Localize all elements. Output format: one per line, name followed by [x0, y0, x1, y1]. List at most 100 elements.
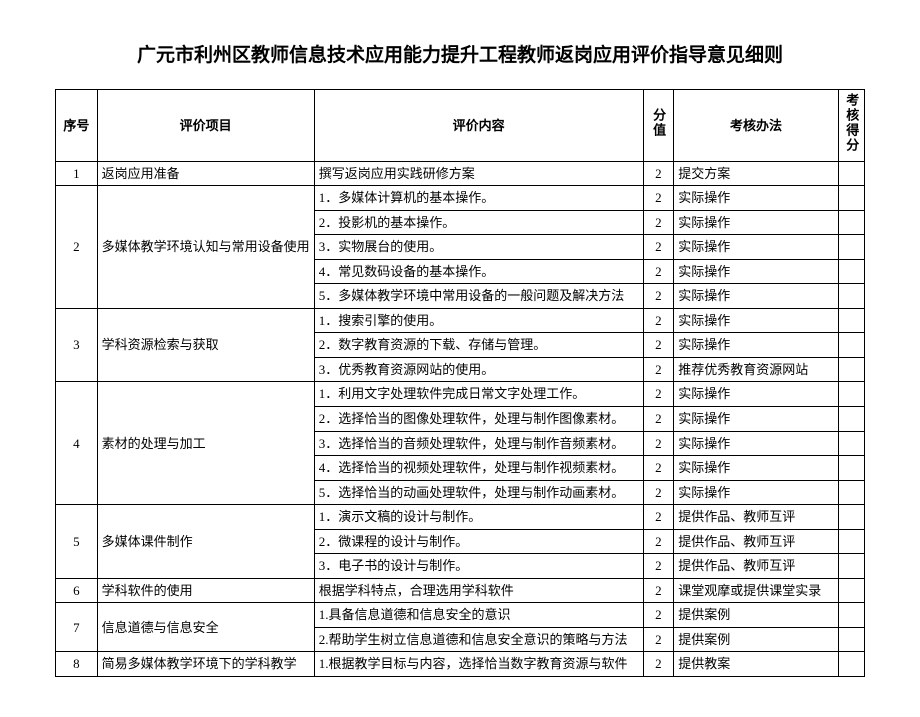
cell-score: 2	[643, 357, 674, 382]
cell-content: 5．选择恰当的动画处理软件，处理与制作动画素材。	[314, 480, 643, 505]
cell-content: 3．优秀教育资源网站的使用。	[314, 357, 643, 382]
col-seq-header: 序号	[56, 90, 98, 162]
cell-content: 3．选择恰当的音频处理软件，处理与制作音频素材。	[314, 431, 643, 456]
table-row: 2多媒体教学环境认知与常用设备使用1．多媒体计算机的基本操作。2实际操作	[56, 186, 865, 211]
col-item-header: 评价项目	[97, 90, 314, 162]
cell-seq: 1	[56, 161, 98, 186]
cell-item: 多媒体课件制作	[97, 505, 314, 579]
cell-method: 提供案例	[674, 627, 838, 652]
cell-method: 实际操作	[674, 210, 838, 235]
col-result-header: 考核得分	[838, 90, 864, 162]
col-method-header: 考核办法	[674, 90, 838, 162]
cell-item: 返岗应用准备	[97, 161, 314, 186]
cell-result	[838, 407, 864, 432]
cell-method: 实际操作	[674, 259, 838, 284]
cell-result	[838, 382, 864, 407]
cell-method: 提供案例	[674, 603, 838, 628]
cell-score: 2	[643, 652, 674, 677]
cell-score: 2	[643, 529, 674, 554]
cell-score: 2	[643, 284, 674, 309]
table-row: 4素材的处理与加工1．利用文字处理软件完成日常文字处理工作。2实际操作	[56, 382, 865, 407]
cell-method: 实际操作	[674, 480, 838, 505]
cell-score: 2	[643, 505, 674, 530]
cell-item: 简易多媒体教学环境下的学科教学	[97, 652, 314, 677]
cell-seq: 4	[56, 382, 98, 505]
cell-result	[838, 357, 864, 382]
cell-score: 2	[643, 578, 674, 603]
cell-item: 素材的处理与加工	[97, 382, 314, 505]
table-row: 5多媒体课件制作1．演示文稿的设计与制作。2提供作品、教师互评	[56, 505, 865, 530]
cell-content: 4．常见数码设备的基本操作。	[314, 259, 643, 284]
cell-score: 2	[643, 431, 674, 456]
table-row: 1返岗应用准备撰写返岗应用实践研修方案2提交方案	[56, 161, 865, 186]
cell-result	[838, 259, 864, 284]
cell-score: 2	[643, 627, 674, 652]
cell-result	[838, 186, 864, 211]
cell-result	[838, 161, 864, 186]
cell-result	[838, 480, 864, 505]
cell-method: 提供教案	[674, 652, 838, 677]
cell-method: 提供作品、教师互评	[674, 505, 838, 530]
cell-score: 2	[643, 308, 674, 333]
cell-method: 实际操作	[674, 407, 838, 432]
cell-score: 2	[643, 554, 674, 579]
cell-seq: 7	[56, 603, 98, 652]
cell-content: 2．选择恰当的图像处理软件，处理与制作图像素材。	[314, 407, 643, 432]
cell-item: 多媒体教学环境认知与常用设备使用	[97, 186, 314, 309]
cell-content: 2．微课程的设计与制作。	[314, 529, 643, 554]
cell-content: 1.根据教学目标与内容，选择恰当数字教育资源与软件	[314, 652, 643, 677]
cell-item: 学科软件的使用	[97, 578, 314, 603]
cell-result	[838, 627, 864, 652]
cell-content: 2．数字教育资源的下载、存储与管理。	[314, 333, 643, 358]
cell-method: 提供作品、教师互评	[674, 529, 838, 554]
cell-score: 2	[643, 480, 674, 505]
cell-score: 2	[643, 186, 674, 211]
cell-result	[838, 529, 864, 554]
cell-result	[838, 578, 864, 603]
cell-score: 2	[643, 407, 674, 432]
cell-item: 信息道德与信息安全	[97, 603, 314, 652]
cell-result	[838, 210, 864, 235]
table-row: 8简易多媒体教学环境下的学科教学1.根据教学目标与内容，选择恰当数字教育资源与软…	[56, 652, 865, 677]
cell-seq: 5	[56, 505, 98, 579]
cell-method: 实际操作	[674, 235, 838, 260]
evaluation-table: 序号 评价项目 评价内容 分值 考核办法 考核得分 1返岗应用准备撰写返岗应用实…	[55, 89, 865, 677]
cell-method: 实际操作	[674, 284, 838, 309]
cell-method: 实际操作	[674, 186, 838, 211]
cell-result	[838, 284, 864, 309]
cell-seq: 6	[56, 578, 98, 603]
cell-score: 2	[643, 161, 674, 186]
cell-content: 1．演示文稿的设计与制作。	[314, 505, 643, 530]
col-content-header: 评价内容	[314, 90, 643, 162]
cell-method: 实际操作	[674, 456, 838, 481]
table-row: 6学科软件的使用根据学科特点，合理选用学科软件2课堂观摩或提供课堂实录	[56, 578, 865, 603]
cell-result	[838, 333, 864, 358]
cell-content: 1．利用文字处理软件完成日常文字处理工作。	[314, 382, 643, 407]
cell-method: 提供作品、教师互评	[674, 554, 838, 579]
cell-content: 2．投影机的基本操作。	[314, 210, 643, 235]
cell-method: 实际操作	[674, 333, 838, 358]
cell-result	[838, 603, 864, 628]
cell-result	[838, 308, 864, 333]
cell-content: 3．实物展台的使用。	[314, 235, 643, 260]
cell-content: 4．选择恰当的视频处理软件，处理与制作视频素材。	[314, 456, 643, 481]
cell-content: 2.帮助学生树立信息道德和信息安全意识的策略与方法	[314, 627, 643, 652]
col-score-header: 分值	[643, 90, 674, 162]
cell-method: 实际操作	[674, 382, 838, 407]
cell-seq: 8	[56, 652, 98, 677]
cell-method: 实际操作	[674, 431, 838, 456]
cell-content: 1．搜索引擎的使用。	[314, 308, 643, 333]
cell-score: 2	[643, 210, 674, 235]
cell-method: 提交方案	[674, 161, 838, 186]
cell-content: 撰写返岗应用实践研修方案	[314, 161, 643, 186]
cell-seq: 3	[56, 308, 98, 382]
table-row: 3学科资源检索与获取1．搜索引擎的使用。2实际操作	[56, 308, 865, 333]
cell-content: 1．多媒体计算机的基本操作。	[314, 186, 643, 211]
cell-score: 2	[643, 382, 674, 407]
cell-seq: 2	[56, 186, 98, 309]
table-row: 7信息道德与信息安全1.具备信息道德和信息安全的意识2提供案例	[56, 603, 865, 628]
cell-content: 1.具备信息道德和信息安全的意识	[314, 603, 643, 628]
cell-method: 推荐优秀教育资源网站	[674, 357, 838, 382]
cell-item: 学科资源检索与获取	[97, 308, 314, 382]
cell-method: 课堂观摩或提供课堂实录	[674, 578, 838, 603]
